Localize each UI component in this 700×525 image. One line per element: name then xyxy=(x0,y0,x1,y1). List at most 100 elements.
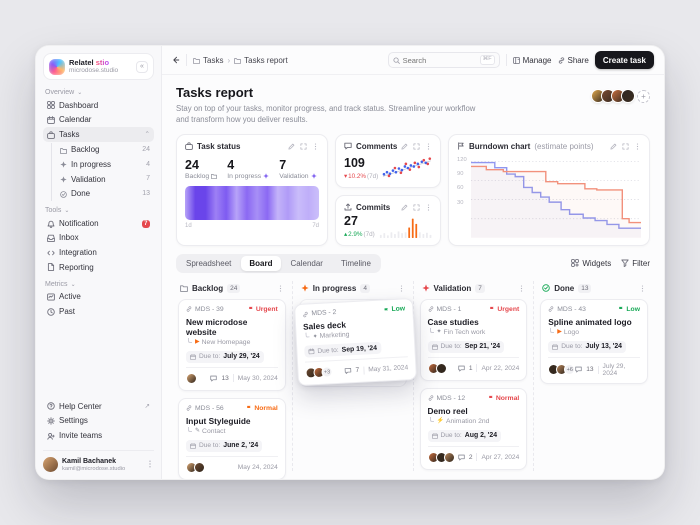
breadcrumb-item[interactable]: Tasks report xyxy=(234,56,288,65)
sidebar-item-integration[interactable]: Integration xyxy=(43,246,154,261)
workspace-switcher[interactable]: Relatel stio microdose.studio « xyxy=(43,53,154,81)
section-label-metrics[interactable]: Metrics ⌄ xyxy=(45,280,76,288)
spark-icon xyxy=(60,161,67,168)
task-id: MDS - 12 xyxy=(436,394,466,402)
sidebar-item-label: Calendar xyxy=(59,115,92,125)
share-button[interactable]: Share xyxy=(558,56,589,65)
column-menu-kebab-icon[interactable] xyxy=(518,285,525,292)
user-menu-kebab-icon[interactable] xyxy=(146,460,154,468)
y-axis-tick-label: 30 xyxy=(457,199,464,206)
widget-menu-kebab-icon[interactable] xyxy=(425,204,432,211)
widgets-button[interactable]: Widgets xyxy=(571,259,611,268)
sidebar-item-validation[interactable]: Validation 7 xyxy=(56,172,154,187)
column-menu-kebab-icon[interactable] xyxy=(398,285,405,292)
create-task-button[interactable]: Create task xyxy=(594,51,654,69)
card-date: May 30, 2024 xyxy=(237,374,278,382)
sidebar-item-done[interactable]: Done 13 xyxy=(56,187,154,202)
task-card[interactable]: MDS - 12 Normal Demo reel ⚡ Animation 2nd Due… xyxy=(419,387,528,470)
widget-title: Commits xyxy=(356,202,391,212)
sidebar-item-active[interactable]: Active xyxy=(43,290,154,305)
section-label-tools[interactable]: Tools ⌄ xyxy=(45,207,70,215)
subtask-icon: ✦ xyxy=(312,333,318,340)
search-box[interactable]: ⌘F xyxy=(387,52,500,68)
sidebar-item-notification[interactable]: Notification 7 xyxy=(43,216,154,231)
tab-timeline[interactable]: Timeline xyxy=(340,258,371,268)
clock-icon xyxy=(47,307,55,316)
board-column-done: Done 13 MDS - 43 Low Spline animated logo ▶ Lo… xyxy=(533,280,654,471)
task-card[interactable]: MDS - 56 Normal Input Styleguide ✎ Contact Du… xyxy=(178,397,286,479)
chevron-up-icon: ⌃ xyxy=(144,130,150,138)
widget-menu-kebab-icon[interactable] xyxy=(634,143,641,150)
user-card[interactable]: Kamil Bachanek kamil@microdose.studio xyxy=(43,449,154,472)
column-name: In progress xyxy=(312,283,357,293)
sidebar-item-settings[interactable]: Settings xyxy=(43,414,154,429)
stat-label: Backlog xyxy=(185,173,218,180)
sidebar-item-tasks[interactable]: Tasks ⌃ xyxy=(43,127,154,142)
expand-widget-icon[interactable] xyxy=(413,204,420,211)
sidebar-item-backlog[interactable]: Backlog 24 xyxy=(56,143,154,158)
avatar-overflow-count: +3 xyxy=(321,365,333,378)
folder-icon xyxy=(193,57,200,64)
avatar xyxy=(621,89,635,103)
commits-bar-chart xyxy=(379,218,432,238)
expand-widget-icon[interactable] xyxy=(300,143,307,150)
expand-widget-icon[interactable] xyxy=(622,143,629,150)
tab-spreadsheet[interactable]: Spreadsheet xyxy=(186,258,232,268)
expand-widget-icon[interactable] xyxy=(413,143,420,150)
search-input[interactable] xyxy=(402,55,477,65)
sidebar-collapse-button[interactable]: « xyxy=(136,60,148,73)
sidebar-item-inbox[interactable]: Inbox xyxy=(43,231,154,246)
add-member-button[interactable]: + xyxy=(637,89,650,103)
edit-widget-icon[interactable] xyxy=(288,143,295,150)
sidebar-item-calendar[interactable]: Calendar xyxy=(43,113,154,128)
link-icon xyxy=(186,306,192,312)
tab-board[interactable]: Board xyxy=(241,255,281,271)
link-icon xyxy=(302,310,308,317)
widget-menu-kebab-icon[interactable] xyxy=(312,143,319,150)
column-menu-kebab-icon[interactable] xyxy=(277,285,284,292)
widget-menu-kebab-icon[interactable] xyxy=(425,143,432,150)
back-button[interactable] xyxy=(172,56,180,64)
column-menu-kebab-icon[interactable] xyxy=(639,285,646,292)
dashboard-icon xyxy=(47,101,55,110)
sidebar-item-reporting[interactable]: Reporting xyxy=(43,260,154,275)
edit-widget-icon[interactable] xyxy=(401,204,408,211)
priority-label: Low xyxy=(383,305,405,313)
task-card[interactable]: MDS - 1 Urgent Case studies ✦ Fin Tech work D… xyxy=(419,298,528,381)
manage-button[interactable]: Manage xyxy=(512,56,552,65)
sidebar-item-invite-teams[interactable]: Invite teams xyxy=(43,428,154,443)
chevron-down-icon: ⌄ xyxy=(64,208,70,215)
widget-title: Task status xyxy=(197,141,241,151)
task-card[interactable]: MDS - 39 Urgent New microdose website ▶ New … xyxy=(178,298,286,391)
upload-icon xyxy=(344,203,352,211)
manage-icon xyxy=(512,56,520,64)
sidebar-item-past[interactable]: Past xyxy=(43,304,154,319)
sidebar-item-label: Invite teams xyxy=(59,430,103,440)
breadcrumb-label: Tasks xyxy=(203,55,224,65)
edit-widget-icon[interactable] xyxy=(610,143,617,150)
task-title: New microdose website xyxy=(186,316,248,337)
due-date-chip: Due to: July 29, '24 xyxy=(186,350,264,363)
spark-icon xyxy=(60,176,67,183)
task-card[interactable]: MDS - 43 Low Spline animated logo ▶ Logo Due … xyxy=(540,298,648,384)
burndown-chart: 120 90 60 30 xyxy=(457,155,641,238)
notification-badge: 7 xyxy=(141,219,150,228)
section-label-overview[interactable]: Overview ⌄ xyxy=(45,89,83,97)
sidebar-item-dashboard[interactable]: Dashboard xyxy=(43,98,154,113)
breadcrumb-item[interactable]: Tasks xyxy=(193,56,223,65)
comment-icon-icon xyxy=(575,366,582,373)
sidebar-item-in-progress[interactable]: In progress 4 xyxy=(56,158,154,173)
edit-widget-icon[interactable] xyxy=(401,143,408,150)
stat-value: 24 xyxy=(185,157,199,172)
tab-calendar[interactable]: Calendar xyxy=(290,258,323,268)
stat-label: Validation xyxy=(279,173,317,180)
due-value: July 29, '24 xyxy=(223,353,260,361)
comment-icon-icon xyxy=(458,454,465,461)
sidebar-item-help-center[interactable]: Help Center ↗ xyxy=(43,399,154,414)
search-shortcut-hint: ⌘F xyxy=(479,55,495,65)
filter-button[interactable]: Filter xyxy=(621,259,650,268)
comment-icon-icon xyxy=(458,365,465,372)
avatar xyxy=(186,372,197,384)
range-start-label: 1d xyxy=(185,222,192,229)
task-card[interactable]: MDS - 2 Low Sales deck ✦ Marketing Due to: Sep… xyxy=(293,297,417,386)
